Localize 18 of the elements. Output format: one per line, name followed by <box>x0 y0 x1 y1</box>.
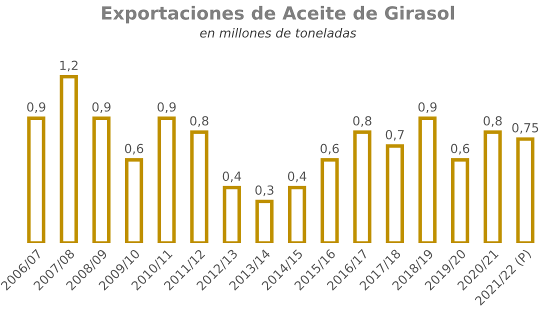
data-label: 0,4 <box>222 172 242 182</box>
data-label: 0,6 <box>450 144 470 155</box>
data-label: 0,9 <box>92 102 111 113</box>
data-label: 0,4 <box>288 172 306 182</box>
data-label: 0,9 <box>418 102 437 113</box>
data-label: 0,8 <box>353 116 372 127</box>
chart-subtitle: en millones de toneladas <box>200 28 356 38</box>
data-label: 0,3 <box>255 185 274 196</box>
data-label: 0,8 <box>484 116 502 127</box>
chart-title: Exportaciones de Aceite de Girasol <box>102 6 454 24</box>
data-label: 0,9 <box>27 102 46 113</box>
data-label: 0,9 <box>158 102 176 113</box>
data-label: 0,8 <box>190 116 208 127</box>
data-label: 0,6 <box>124 144 144 155</box>
data-label: 0,75 <box>512 123 538 134</box>
data-label: 0,6 <box>320 144 339 155</box>
data-label: 1,2 <box>60 60 78 72</box>
data-label: 0,7 <box>386 130 404 141</box>
